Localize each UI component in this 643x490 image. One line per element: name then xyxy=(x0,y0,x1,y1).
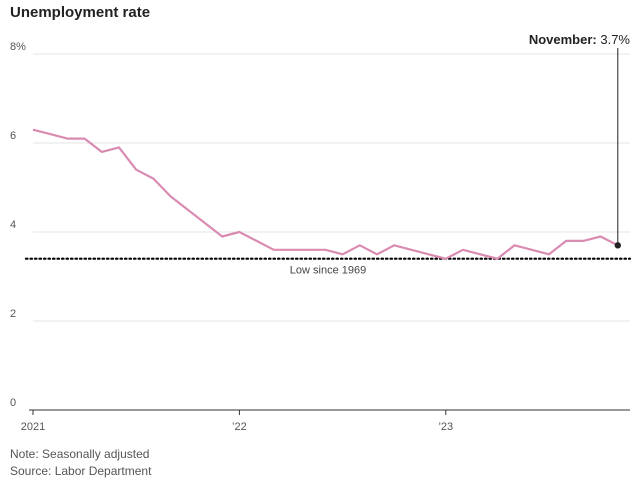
x-tick-label: 2021 xyxy=(21,421,45,433)
y-tick-label: 4 xyxy=(10,219,16,231)
y-tick-label: 8% xyxy=(10,41,26,53)
x-tick-label: ’22 xyxy=(232,421,247,433)
chart-notes: Note: Seasonally adjusted Source: Labor … xyxy=(10,446,151,480)
chart-title: Unemployment rate xyxy=(10,4,151,21)
latest-point-marker xyxy=(614,242,621,249)
y-tick-label: 0 xyxy=(10,397,16,409)
reference-line-label: Low since 1969 xyxy=(290,265,366,277)
x-tick-label: ’23 xyxy=(438,421,453,433)
series-line xyxy=(32,128,619,260)
source-text: Source: Labor Department xyxy=(10,464,152,478)
annotation-label: November: 3.7% xyxy=(529,32,631,47)
y-tick-label: 2 xyxy=(10,308,16,320)
note-text: Note: Seasonally adjusted xyxy=(10,447,150,461)
y-tick-label: 6 xyxy=(10,130,16,142)
